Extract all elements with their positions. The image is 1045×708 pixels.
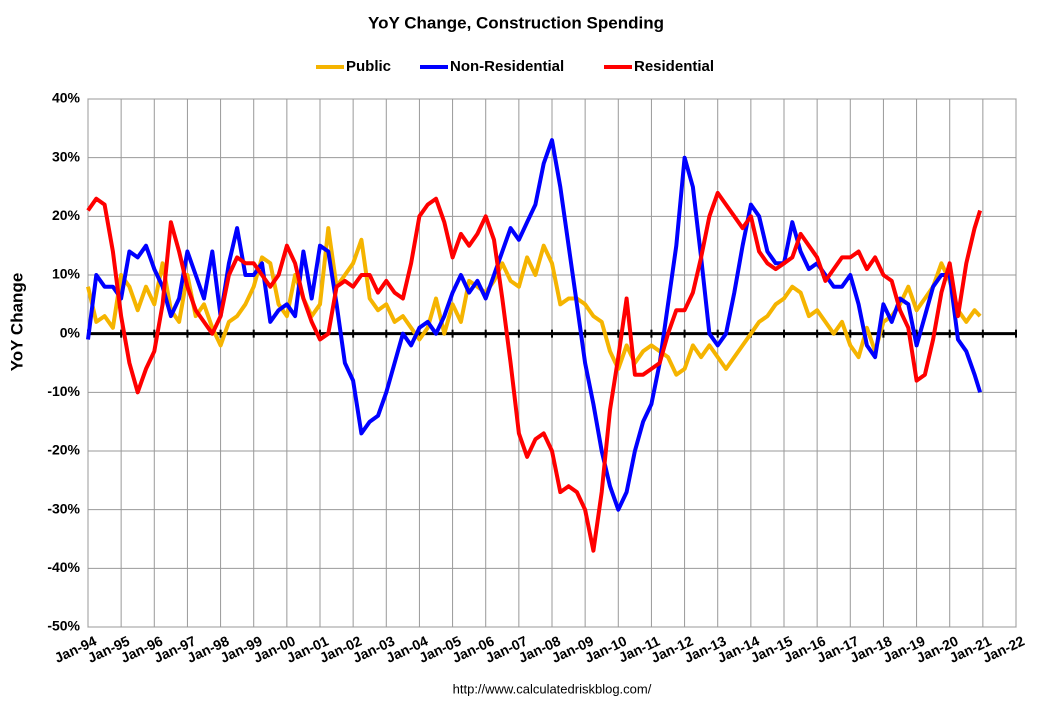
- y-tick-label: -30%: [47, 500, 80, 516]
- y-tick-label: 0%: [60, 324, 81, 340]
- y-tick-label: 30%: [52, 148, 81, 164]
- source: http://www.calculatedriskblog.com/: [453, 681, 652, 696]
- legend-label: Public: [346, 58, 391, 75]
- y-tick-label: 20%: [52, 207, 81, 223]
- legend-label: Non-Residential: [450, 58, 564, 75]
- y-tick-label: 10%: [52, 266, 81, 282]
- series-line: [86, 190, 983, 553]
- series-line: [86, 138, 983, 512]
- y-tick-label: 40%: [52, 90, 81, 106]
- y-axis-label: YoY Change: [7, 273, 26, 372]
- y-tick-label: -40%: [47, 559, 80, 575]
- y-tick-label: -50%: [47, 618, 80, 634]
- grid: [87, 98, 1017, 628]
- chart-title: YoY Change, Construction Spending: [368, 13, 664, 32]
- series-line: [86, 226, 982, 377]
- y-tick-label: -10%: [47, 383, 80, 399]
- lines: [86, 138, 983, 553]
- y-tick-label: -20%: [47, 442, 80, 458]
- legend-label: Residential: [634, 58, 714, 75]
